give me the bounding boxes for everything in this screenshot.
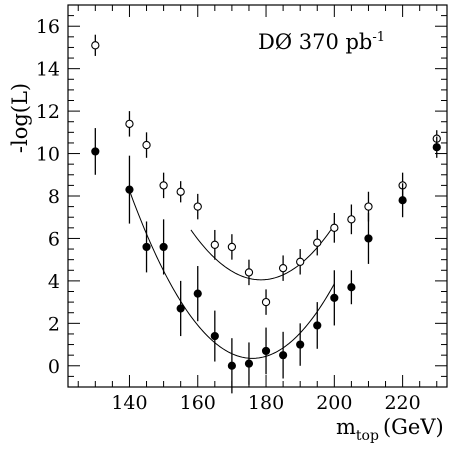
data-point-filled xyxy=(91,147,100,156)
data-point-filled xyxy=(296,340,305,349)
y-tick-label: 8 xyxy=(48,186,60,208)
fit-curves xyxy=(128,190,335,359)
data-point-open xyxy=(296,257,305,266)
data-point-filled xyxy=(398,196,407,205)
data-point-open xyxy=(227,242,237,252)
data-point-filled xyxy=(347,283,356,292)
data-point-open xyxy=(278,264,288,273)
data-point-open xyxy=(159,181,168,190)
data-point-filled xyxy=(227,361,236,370)
data-point-filled xyxy=(330,293,339,302)
xlabel-sub: top xyxy=(356,428,379,444)
x-axis-label: mtop (GeV) xyxy=(336,415,444,444)
data-point-filled xyxy=(261,346,271,356)
data-point-open xyxy=(261,297,271,307)
data-point-open xyxy=(210,240,219,249)
axes: 140 160 180 200 220 0 2 4 6 8 10 12 14 16 xyxy=(36,4,448,414)
data-points xyxy=(91,34,441,394)
y-tick-label: 10 xyxy=(36,144,60,166)
y-tick-label: 6 xyxy=(48,228,60,250)
data-point-open xyxy=(193,202,202,211)
x-tick-label: 160 xyxy=(180,392,216,414)
data-point-open xyxy=(176,187,185,196)
annotation-main: DØ 370 pb xyxy=(258,30,372,54)
data-point-filled xyxy=(159,242,168,252)
data-point-filled xyxy=(125,185,134,194)
data-point-open xyxy=(313,238,322,247)
data-point-filled xyxy=(210,331,219,341)
y-axis-label: -log(L) xyxy=(8,83,32,153)
xlabel-unit: (GeV) xyxy=(383,415,444,439)
x-tick-label: 200 xyxy=(316,392,352,414)
x-tick-label: 180 xyxy=(248,392,284,414)
data-point-open xyxy=(330,223,339,232)
y-tick-label: 0 xyxy=(48,356,60,378)
data-point-filled xyxy=(193,289,202,298)
y-tick-label: 14 xyxy=(36,59,60,81)
data-point-open xyxy=(347,215,356,224)
fit-curve-open xyxy=(190,224,335,281)
x-tick-label: 140 xyxy=(111,392,147,414)
data-point-filled xyxy=(279,351,288,360)
chart-annotation: DØ 370 pb-1 xyxy=(258,30,385,54)
data-point-open xyxy=(91,41,100,50)
plot-frame xyxy=(67,4,448,388)
data-point-open xyxy=(244,268,254,277)
x-tick-label: 220 xyxy=(384,392,420,414)
data-point-filled xyxy=(142,242,151,252)
data-point-open xyxy=(125,119,134,128)
annotation-sup: -1 xyxy=(372,30,385,45)
data-point-filled xyxy=(176,304,185,313)
y-tick-label: 2 xyxy=(48,313,60,335)
data-point-filled xyxy=(364,234,373,243)
data-point-filled xyxy=(244,359,254,368)
y-tick-label: 12 xyxy=(36,101,60,123)
data-point-open xyxy=(364,202,373,211)
data-point-filled xyxy=(432,143,441,152)
fit-curve-filled xyxy=(128,190,335,359)
y-tick-label: 4 xyxy=(48,271,60,293)
data-point-open xyxy=(142,140,151,150)
data-point-filled xyxy=(313,321,322,330)
xlabel-base: m xyxy=(336,415,356,439)
y-tick-label: 16 xyxy=(36,16,60,38)
